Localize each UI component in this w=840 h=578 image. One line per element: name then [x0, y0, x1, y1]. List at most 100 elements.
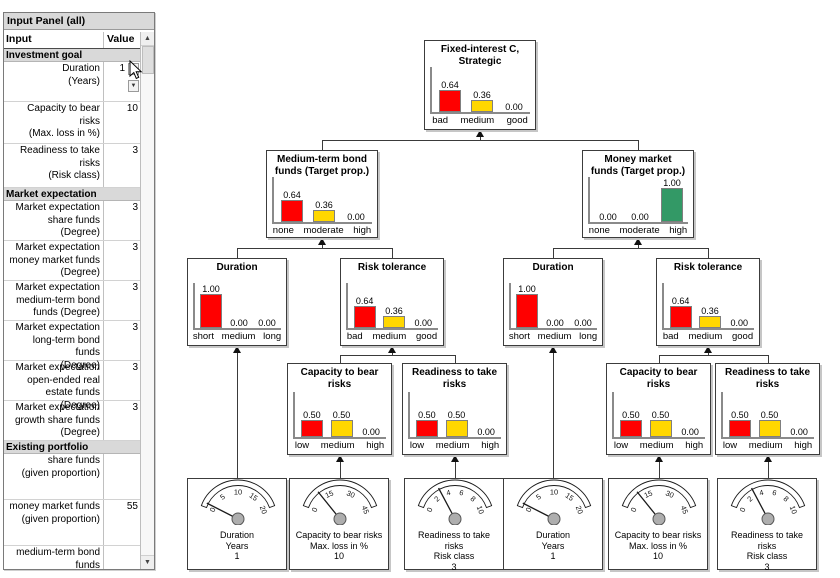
- bar-slot-good: 0.00: [498, 102, 530, 112]
- bar-value-label: 0.50: [332, 410, 351, 420]
- probability-bar: [439, 90, 461, 112]
- panel-scrollbar[interactable]: ▲ ▼: [140, 32, 154, 569]
- node-title: Readiness to take risks: [411, 367, 498, 390]
- gauge-tick-label: 15: [643, 488, 654, 500]
- gauge-value: 1: [550, 551, 556, 561]
- node-durR[interactable]: Duration 1.00 0.00 0.00 short medium long: [503, 258, 603, 346]
- probability-bar: [415, 420, 438, 437]
- bar-value-label: 0.00: [730, 318, 749, 328]
- panel-row-value[interactable]: [103, 454, 141, 499]
- gauge-tick-label: 0: [310, 506, 320, 513]
- input-panel: Input Panel (all) Input Value Investment…: [3, 12, 155, 570]
- panel-row[interactable]: money market funds (given proportion) 55: [4, 500, 141, 546]
- arrowhead-up-icon: [318, 238, 326, 245]
- node-mmf[interactable]: Money market funds (Target prop.) 0.00 0.00…: [582, 150, 694, 238]
- spinner-down-icon[interactable]: ▼: [128, 80, 139, 92]
- connector-line: [708, 353, 709, 355]
- panel-row-value[interactable]: 3: [103, 241, 141, 280]
- gauge-label: Readiness to take: [417, 530, 491, 540]
- panel-row[interactable]: Readiness to take risks (Risk class) 3: [4, 144, 141, 188]
- probability-bar-chart: 1.00 0.00 0.00: [509, 283, 597, 330]
- connector-line: [339, 355, 341, 363]
- panel-row-value[interactable]: [103, 546, 141, 569]
- gauge-node-gDurL[interactable]: 0 5 10 15 20 Duration Years 1: [187, 478, 287, 570]
- gauge-tick-label: 6: [771, 488, 777, 498]
- panel-row[interactable]: Market expectation open-ended real estate …: [4, 361, 141, 411]
- node-mtb[interactable]: Medium-term bond funds (Target prop.) 0.64…: [266, 150, 378, 238]
- panel-row-value[interactable]: 55: [103, 500, 141, 545]
- panel-table: Input Value Investment goal Duration (Year…: [4, 32, 141, 569]
- gauge-arc: [516, 479, 592, 509]
- node-redL[interactable]: Readiness to take risks 0.50 0.50 0.00 low med…: [402, 363, 507, 455]
- panel-row[interactable]: Market expectation medium-term bond funds …: [4, 281, 141, 321]
- arrowhead-up-icon: [763, 455, 772, 462]
- node-rtR[interactable]: Risk tolerance 0.64 0.36 0.00 bad medium good: [656, 258, 760, 346]
- bar-value-label: 0.00: [790, 427, 808, 437]
- arrowhead-up-icon: [476, 130, 484, 137]
- panel-row[interactable]: share funds (given proportion): [4, 454, 141, 500]
- panel-row-value[interactable]: 3: [103, 281, 141, 320]
- node-root[interactable]: Fixed-interest C, Strategic 0.64 0.36 0.00 ba…: [424, 40, 536, 130]
- panel-row-value[interactable]: 3: [103, 201, 141, 240]
- bar-value-label: 0.36: [473, 90, 491, 100]
- connector-line: [322, 140, 323, 150]
- node-durL[interactable]: Duration 1.00 0.00 0.00 short medium long: [187, 258, 287, 346]
- gauge-label: Duration: [535, 530, 571, 540]
- chart-baseline: [346, 328, 438, 330]
- scroll-down-icon[interactable]: ▼: [141, 555, 154, 569]
- connector-line: [767, 462, 769, 478]
- gauge-node-gRedL[interactable]: 0 2 4 6 8 10 Readiness to take risks Risk class 3: [404, 478, 504, 572]
- panel-row[interactable]: Capacity to bear risks (Max. loss in %) 10: [4, 102, 141, 144]
- panel-row-value[interactable]: 3: [103, 361, 141, 400]
- gauge-tick-label: 30: [345, 488, 356, 500]
- gauge-node-gRedR[interactable]: 0 2 4 6 8 10 Readiness to take risks Risk class 3: [717, 478, 817, 572]
- bar-value-label: 0.50: [760, 410, 779, 420]
- panel-row-value[interactable]: 3: [103, 401, 141, 440]
- gauge-label: Readiness to take: [730, 530, 804, 540]
- node-rtL[interactable]: Risk tolerance 0.64 0.36 0.00 bad medium good: [340, 258, 444, 346]
- bar-value-label: 0.00: [574, 318, 592, 328]
- scrollbar-thumb[interactable]: [142, 46, 154, 74]
- bar-value-label: 0.36: [315, 200, 333, 210]
- gauge-label: Years: [541, 540, 565, 551]
- bar-slot-medium: 0.50: [646, 410, 676, 437]
- gauge-dial: 0 15 30 45: [621, 479, 697, 526]
- chart-baseline: [509, 328, 597, 330]
- connector-line: [708, 248, 709, 258]
- scroll-up-icon[interactable]: ▲: [141, 32, 154, 46]
- panel-row-value[interactable]: 10: [103, 102, 141, 143]
- bar-value-label: 0.00: [599, 212, 617, 222]
- bar-slot-moderate: 0.36: [308, 200, 340, 222]
- gauge-label: risks: [757, 540, 777, 551]
- node-capR[interactable]: Capacity to bear risks 0.50 0.50 0.00 low medi…: [606, 363, 711, 455]
- gauge-tick-label: 20: [574, 504, 585, 515]
- gauge-node-gCapR[interactable]: 0 15 30 45 Capacity to bear risks Max. loss i…: [608, 478, 708, 570]
- gauge-tick-label: 4: [445, 488, 451, 498]
- gauge-hub: [652, 512, 666, 526]
- bar-slot-low: 0.50: [616, 410, 646, 437]
- panel-row[interactable]: Market expectation growth share funds (Deg…: [4, 401, 141, 441]
- node-capL[interactable]: Capacity to bear risks 0.50 0.50 0.00 low medi…: [287, 363, 392, 455]
- panel-row-value[interactable]: 3: [103, 144, 141, 187]
- panel-row[interactable]: medium-term bond funds: [4, 546, 141, 569]
- panel-row[interactable]: Market expectation share funds (Degree) 3: [4, 201, 141, 241]
- panel-section-header: Investment goal: [4, 49, 141, 62]
- panel-row[interactable]: Market expectation money market funds (Deg…: [4, 241, 141, 281]
- probability-bar: [330, 420, 353, 437]
- probability-bar-chart: 0.64 0.36 0.00: [662, 283, 754, 330]
- bar-slot-medium: 0.36: [379, 306, 408, 328]
- probability-bar: [619, 420, 642, 437]
- node-redR[interactable]: Readiness to take risks 0.50 0.50 0.00 low med…: [715, 363, 820, 455]
- gauge-tick-label: 15: [248, 491, 260, 503]
- panel-row-value[interactable]: 3: [103, 321, 141, 360]
- gauge-node-gCapL[interactable]: 0 15 30 45 Capacity to bear risks Max. loss i…: [289, 478, 389, 570]
- panel-row[interactable]: Market expectation long-term bond funds (D…: [4, 321, 141, 371]
- gauge-label: Years: [225, 540, 249, 551]
- gauge-node-gDurR[interactable]: 0 5 10 15 20 Duration Years 1: [503, 478, 603, 570]
- chart-baseline: [430, 112, 530, 114]
- panel-row-label: Capacity to bear risks (Max. loss in %): [27, 103, 100, 139]
- bar-slot-bad: 0.64: [666, 296, 695, 328]
